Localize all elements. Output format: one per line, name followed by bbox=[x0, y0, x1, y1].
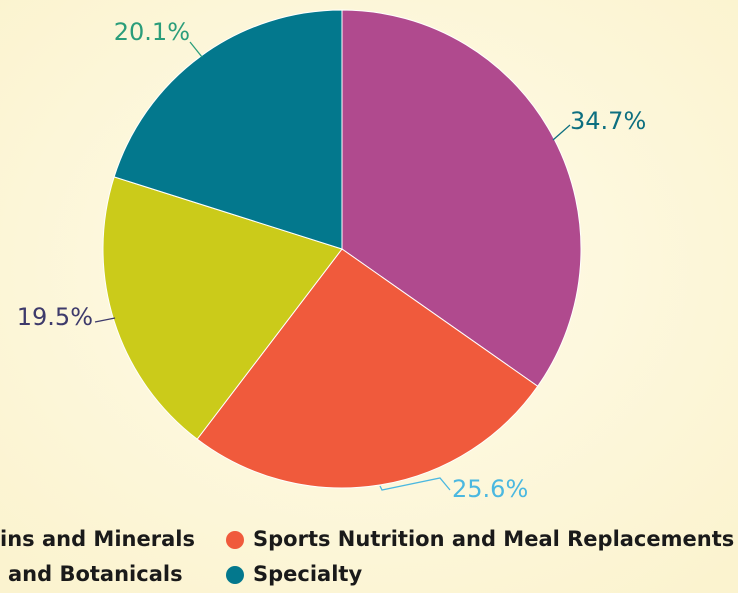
legend-marker bbox=[226, 566, 244, 584]
value-label: 25.6% bbox=[452, 475, 528, 503]
legend-label: ins and Minerals bbox=[0, 527, 195, 551]
pie-slice bbox=[196, 248, 539, 489]
legend-label: and Botanicals bbox=[8, 562, 183, 586]
legend-label: Specialty bbox=[253, 562, 362, 586]
leader-line bbox=[189, 41, 203, 58]
pie-slice bbox=[102, 176, 343, 440]
leader-line bbox=[379, 477, 451, 491]
value-label: 19.5% bbox=[17, 303, 93, 331]
legend-marker bbox=[226, 531, 244, 549]
value-label: 34.7% bbox=[570, 107, 646, 135]
legend-label: Sports Nutrition and Meal Replacements bbox=[253, 527, 734, 551]
leader-line bbox=[552, 124, 571, 141]
value-label: 20.1% bbox=[114, 18, 190, 46]
leader-line bbox=[94, 317, 116, 323]
